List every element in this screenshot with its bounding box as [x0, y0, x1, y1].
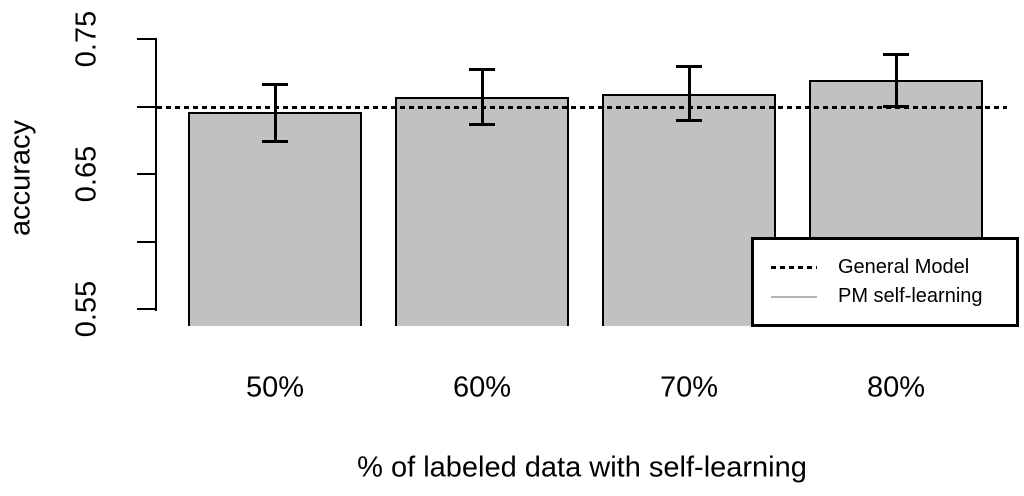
x-axis-title: % of labeled data with self-learning [357, 451, 807, 484]
error-bar [895, 54, 898, 107]
error-bar [481, 69, 484, 125]
y-tick-label: 0.75 [70, 10, 103, 68]
legend-entry-pm-self-learning: PM self-learning [754, 282, 1016, 311]
legend: General Model PM self-learning [751, 237, 1019, 327]
error-bar-top-cap [469, 68, 495, 71]
y-tick-label: 0.55 [70, 280, 103, 338]
y-axis-tick [137, 106, 157, 108]
gray-line-sample-icon [771, 295, 817, 298]
reference-line [157, 106, 1007, 109]
legend-label: General Model [838, 256, 970, 278]
error-bar-top-cap [262, 83, 288, 86]
bar-60pct [395, 97, 569, 326]
legend-entry-general-model: General Model [754, 253, 1016, 282]
error-bar [274, 84, 277, 142]
y-axis-title: accuracy [4, 119, 37, 237]
x-tick-label: 80% [866, 371, 926, 404]
x-tick-label: 70% [659, 371, 719, 404]
error-bar-top-cap [676, 65, 702, 68]
bar-70pct [602, 94, 776, 326]
x-tick-label: 60% [452, 371, 512, 404]
error-bar-bottom-cap [262, 140, 288, 143]
error-bar-bottom-cap [883, 105, 909, 108]
y-axis-tick [137, 241, 157, 243]
y-tick-label: 0.65 [70, 145, 103, 203]
y-axis-tick [137, 38, 157, 40]
y-axis-tick [137, 173, 157, 175]
x-tick-label: 50% [245, 371, 305, 404]
error-bar-bottom-cap [676, 119, 702, 122]
error-bar-bottom-cap [469, 123, 495, 126]
y-axis-line [155, 39, 157, 311]
dotted-line-sample-icon [771, 266, 817, 269]
bar-50pct [188, 112, 362, 326]
error-bar [688, 66, 691, 121]
error-bar-top-cap [883, 53, 909, 56]
y-axis-tick [137, 308, 157, 310]
legend-label: PM self-learning [838, 285, 983, 307]
